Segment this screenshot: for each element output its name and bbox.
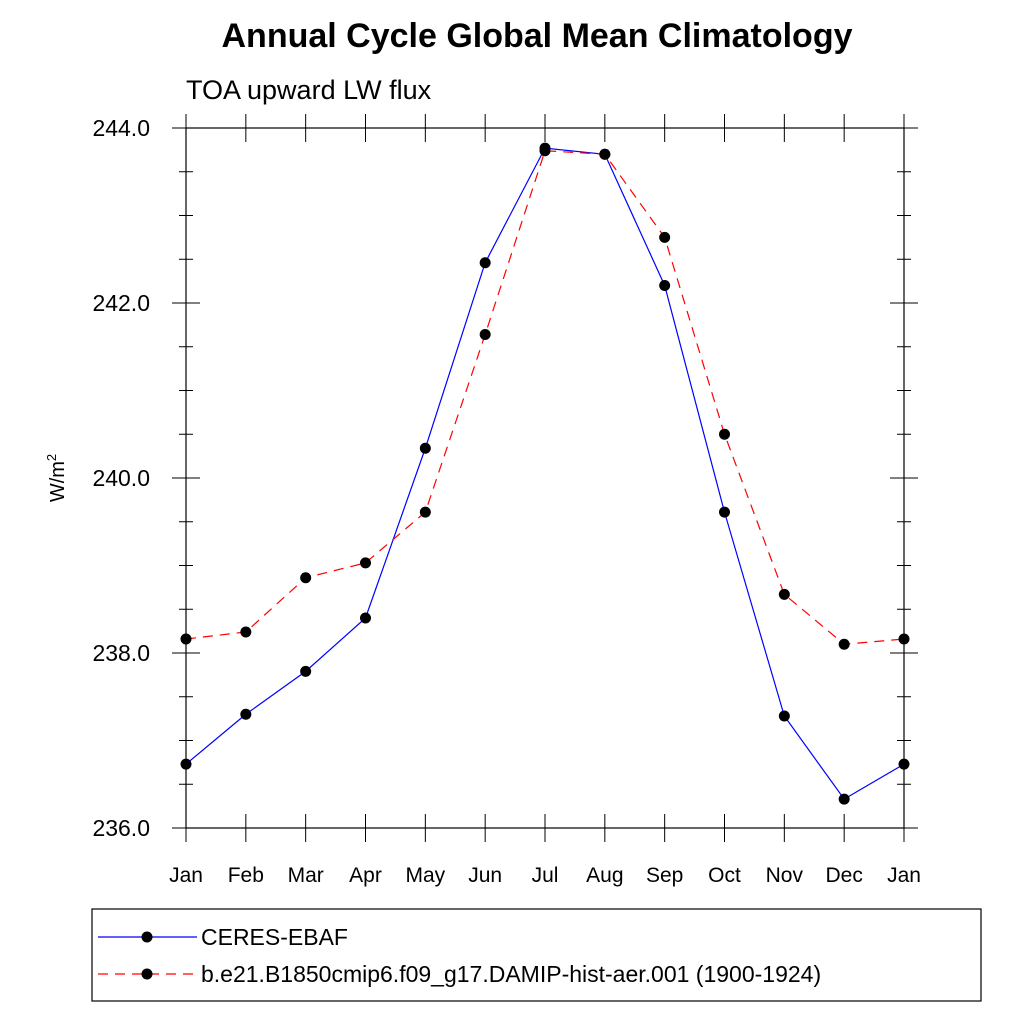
- data-point: [419, 442, 431, 454]
- x-tick-label: Apr: [349, 864, 382, 887]
- x-tick-label: Jan: [887, 864, 921, 887]
- axis-ticks: [172, 114, 918, 842]
- data-point: [659, 231, 671, 243]
- legend: CERES-EBAF b.e21.B1850cmip6.f09_g17.DAMIP…: [91, 908, 982, 1002]
- data-point: [180, 758, 192, 770]
- legend-entry: CERES-EBAF: [98, 924, 348, 950]
- data-point: [360, 557, 371, 569]
- legend-entry: b.e21.B1850cmip6.f09_g17.DAMIP-hist-aer.…: [98, 961, 821, 987]
- legend-label: CERES-EBAF: [201, 924, 348, 950]
- data-point: [898, 633, 910, 645]
- plot-frame: [185, 127, 905, 829]
- data-point: [419, 506, 431, 518]
- data-point: [360, 612, 371, 624]
- x-tick-label: Feb: [228, 864, 264, 887]
- x-tick-labels: Jan Feb Mar Apr May Jun Jul Aug Sep Oct Nov Dec Jan: [169, 864, 921, 887]
- series-layer: [180, 142, 910, 805]
- x-tick-label: Mar: [288, 864, 324, 887]
- chart-subtitle: TOA upward LW flux: [186, 75, 432, 105]
- legend-entries: CERES-EBAF b.e21.B1850cmip6.f09_g17.DAMIP…: [98, 924, 821, 987]
- legend-label: b.e21.B1850cmip6.f09_g17.DAMIP-hist-aer.…: [201, 961, 821, 987]
- y-axis-label-base: W/m: [47, 461, 69, 502]
- data-point: [539, 145, 551, 157]
- x-tick-label: Jan: [169, 864, 203, 887]
- data-point: [659, 280, 671, 291]
- data-point: [180, 633, 192, 645]
- x-tick-label: Aug: [586, 864, 623, 887]
- series-ceres-ebaf: [180, 142, 910, 805]
- data-point: [719, 506, 730, 518]
- data-point: [479, 329, 491, 340]
- legend-marker: [141, 931, 153, 943]
- y-axis-label: W/m2: [44, 454, 69, 502]
- data-point: [240, 708, 252, 720]
- x-tick-label: Oct: [708, 864, 741, 887]
- data-point: [300, 665, 312, 677]
- data-point: [898, 758, 910, 770]
- y-tick-label: 238.0: [92, 640, 150, 666]
- series-line: [185, 147, 905, 800]
- data-point: [778, 588, 790, 600]
- x-tick-label: Jul: [532, 864, 559, 887]
- data-point: [300, 572, 312, 584]
- data-point: [778, 710, 790, 722]
- series-damip-hist-aer: [180, 145, 910, 650]
- x-tick-label: Dec: [825, 864, 862, 887]
- y-tick-label: 240.0: [92, 465, 150, 491]
- chart-title: Annual Cycle Global Mean Climatology: [222, 17, 853, 55]
- legend-marker: [141, 968, 153, 980]
- data-point: [838, 638, 850, 650]
- data-point: [479, 257, 491, 269]
- y-tick-label: 244.0: [92, 115, 150, 141]
- legend-box: [91, 908, 982, 1002]
- x-tick-label: Jun: [468, 864, 502, 887]
- x-tick-label: Sep: [646, 864, 683, 887]
- data-point: [838, 793, 850, 805]
- x-tick-label: Nov: [766, 864, 804, 887]
- data-point: [599, 148, 611, 160]
- y-tick-labels: 236.0 238.0 240.0 242.0 244.0: [92, 115, 150, 841]
- y-axis-label-superscript: 2: [44, 454, 59, 461]
- y-tick-label: 236.0: [92, 815, 150, 841]
- data-point: [240, 626, 252, 638]
- data-point: [719, 428, 730, 440]
- series-line: [185, 150, 905, 645]
- y-tick-label: 242.0: [92, 290, 150, 316]
- x-tick-label: May: [405, 864, 445, 887]
